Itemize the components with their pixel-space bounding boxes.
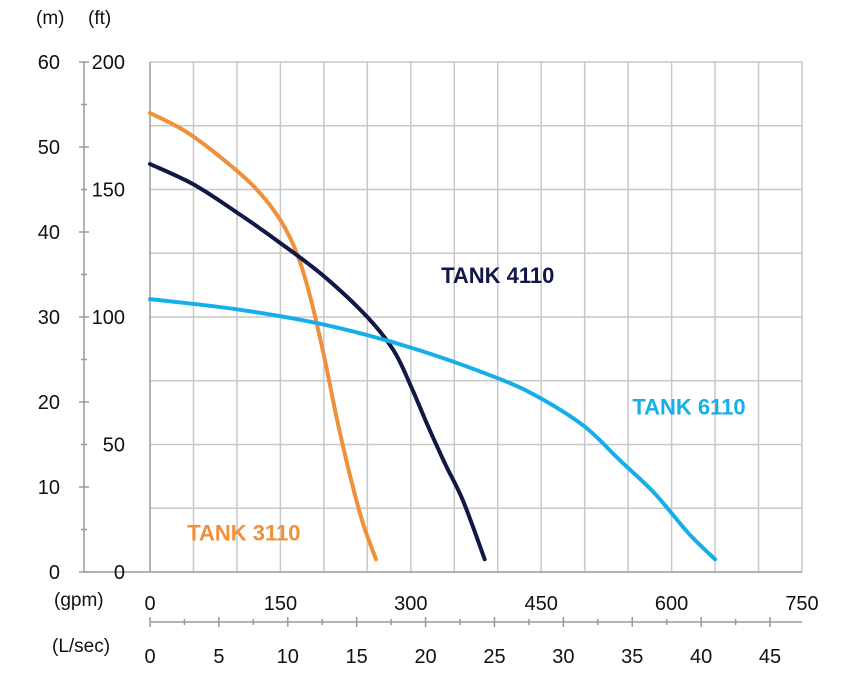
tank-4110-curve	[148, 162, 487, 562]
gpm-tick-label: 450	[525, 593, 558, 615]
meters-tick-label: 50	[38, 137, 60, 159]
lsec-tick-label: 20	[414, 646, 436, 668]
meters-tick-label: 30	[38, 307, 60, 329]
meters-tick-label: 60	[38, 52, 60, 74]
series-lines: TANK 3110 TANK 4110 TANK 6110	[148, 111, 746, 562]
lsec-tick-label: 35	[621, 646, 643, 668]
feet-tick-label: 100	[92, 307, 125, 329]
lsec-tick-label: 10	[277, 646, 299, 668]
meters-tick-label: 0	[49, 562, 60, 584]
meters-unit-label: (m)	[36, 8, 64, 29]
lsec-tick-label: 45	[759, 646, 781, 668]
chart-axes	[79, 61, 802, 627]
gpm-tick-label: 150	[264, 593, 297, 615]
lsec-unit-label: (L/sec)	[52, 636, 110, 657]
meters-tick-label: 20	[38, 392, 60, 414]
tank-3110-label: TANK 3110	[187, 520, 300, 545]
lsec-tick-label: 40	[690, 646, 712, 668]
lsec-tick-label: 30	[552, 646, 574, 668]
meters-tick-label: 40	[38, 222, 60, 244]
tank-4110-label: TANK 4110	[441, 263, 554, 288]
gpm-tick-label: 600	[655, 593, 688, 615]
lsec-tick-label: 0	[144, 646, 155, 668]
gpm-unit-label: (gpm)	[54, 590, 104, 611]
feet-tick-label: 150	[92, 180, 125, 202]
feet-tick-label: 200	[92, 52, 125, 74]
feet-unit-label: (ft)	[88, 8, 111, 29]
lsec-tick-label: 25	[483, 646, 505, 668]
feet-tick-label: 0	[114, 562, 125, 584]
lsec-tick-label: 15	[346, 646, 368, 668]
lsec-tick-label: 5	[213, 646, 224, 668]
feet-tick-label: 50	[103, 435, 125, 457]
gpm-tick-label: 0	[144, 593, 155, 615]
meters-tick-label: 10	[38, 477, 60, 499]
gpm-tick-label: 300	[394, 593, 427, 615]
gpm-tick-label: 750	[785, 593, 818, 615]
tank-6110-label: TANK 6110	[632, 394, 745, 419]
tank-3110-curve	[148, 111, 378, 562]
chart-grid	[150, 61, 803, 572]
tank-6110-curve	[148, 297, 718, 562]
